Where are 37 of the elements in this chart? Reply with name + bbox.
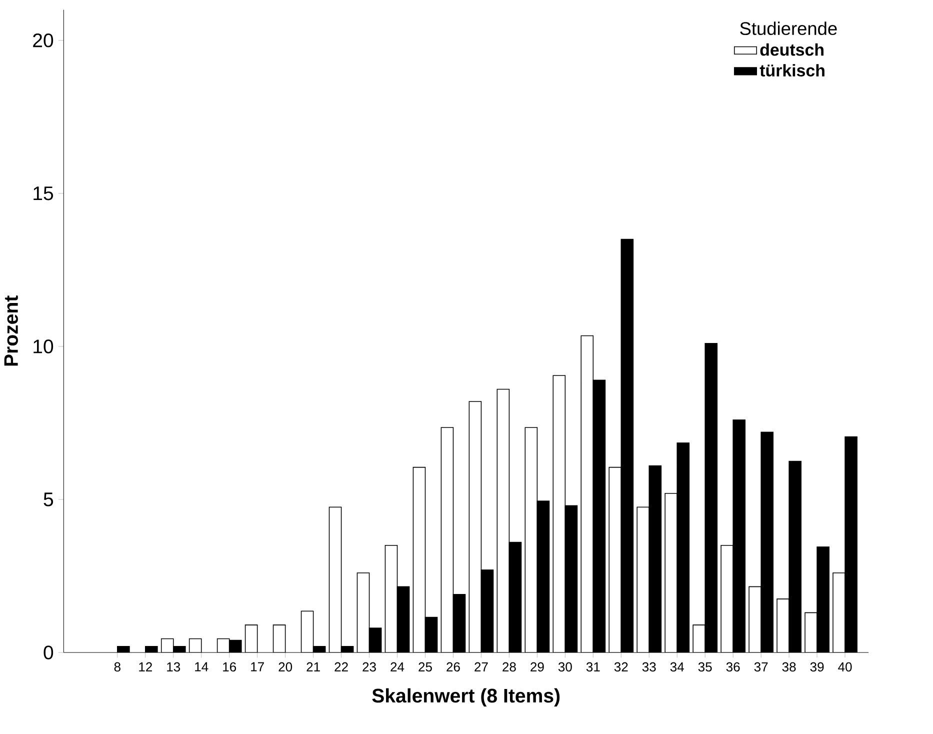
y-tick-label: 0 <box>44 646 54 660</box>
x-tick-label: 33 <box>642 662 656 672</box>
x-tick-label: 34 <box>670 662 684 672</box>
y-tick-label: 5 <box>44 492 54 506</box>
x-axis-title: Skalenwert (8 Items) <box>372 688 560 707</box>
x-tick-label: 30 <box>558 662 572 672</box>
x-tick-label: 13 <box>167 662 180 672</box>
x-tick-label: 40 <box>838 662 852 672</box>
legend-title: Studierende <box>740 22 837 36</box>
x-tick-label: 35 <box>698 662 712 672</box>
x-tick-label: 29 <box>530 662 544 672</box>
legend-label: türkisch <box>760 64 824 77</box>
x-tick-label: 17 <box>251 662 264 672</box>
x-tick-label: 12 <box>139 662 152 672</box>
x-tick-label: 21 <box>306 662 320 672</box>
x-tick-label: 24 <box>390 662 404 672</box>
y-tick-label: 20 <box>33 34 54 48</box>
x-tick-label: 32 <box>614 662 628 672</box>
x-tick-label: 25 <box>418 662 432 672</box>
x-tick-label: 39 <box>810 662 824 672</box>
x-tick-label: 26 <box>446 662 460 672</box>
y-tick-label: 15 <box>34 186 54 200</box>
x-tick-label: 22 <box>334 662 348 672</box>
x-tick-label: 16 <box>223 662 236 672</box>
x-tick-label: 31 <box>586 662 600 672</box>
x-tick-label: 14 <box>195 662 208 672</box>
x-tick-label: 28 <box>502 662 516 672</box>
y-tick-label: 10 <box>34 340 54 354</box>
legend-label: deutsch <box>760 44 824 56</box>
x-tick-label: 38 <box>782 662 796 672</box>
x-tick-label: 23 <box>362 662 376 672</box>
x-tick-label: 8 <box>114 662 120 672</box>
x-tick-label: 20 <box>278 662 292 672</box>
y-axis-title: Prozent <box>4 296 18 366</box>
x-tick-label: 27 <box>474 662 488 672</box>
x-tick-label: 37 <box>754 662 768 672</box>
x-tick-label: 36 <box>726 662 740 672</box>
